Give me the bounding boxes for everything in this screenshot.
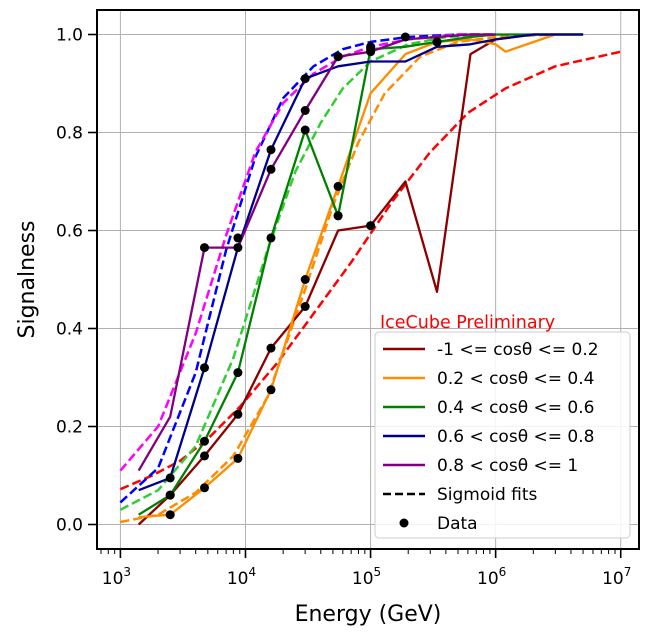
fit-line-3 [119,33,496,511]
y-tick-label: 0.4 [56,320,83,340]
data-point [300,275,310,284]
data-point [165,473,175,483]
fit-line-4 [119,33,496,504]
data-point [266,343,276,353]
plot-frame [96,9,640,550]
legend-label: 0.4 < cosθ <= 0.6 [437,398,594,418]
series-line-1 [137,33,584,526]
data-point [165,490,175,500]
y-tick-label: 0.6 [56,222,83,242]
x-axis-title: Energy (GeV) [295,602,442,627]
data-point [400,32,410,42]
data-point [366,42,376,52]
data-point [432,37,442,47]
legend-label: 0.8 < cosθ <= 1 [437,456,578,476]
data-point [300,74,310,84]
data-point [333,181,343,191]
data-point [200,363,209,373]
data-point [366,221,376,231]
x-tick-label: 105 [352,565,381,589]
series-line-5 [137,33,496,472]
axis-ticks: 0.0 0.2 0.4 0.6 0.8 1.0 103 104 105 106 107 [56,26,631,590]
x-tick-label: 103 [102,565,131,589]
series-line-2 [138,33,584,519]
data-point [266,164,276,174]
legend-label: Data [437,514,478,534]
icecube-preliminary-annotation: IceCube Preliminary [380,313,555,333]
y-tick-label: 0.8 [56,124,83,144]
legend-box [374,331,631,539]
y-tick-label: 0.2 [56,418,83,438]
x-tick-label: 106 [477,565,506,589]
series-lines [137,33,584,526]
data-points [165,32,442,520]
data-point [233,409,243,419]
data-point [300,125,310,135]
data-point [233,453,243,463]
x-tick-label: 107 [602,565,631,589]
series-line-4 [138,33,584,492]
data-point [266,385,276,395]
y-tick-label: 0.0 [56,516,83,536]
fit-line-2 [120,33,556,524]
legend-marker [399,518,409,528]
data-point [266,233,276,243]
data-point [200,436,209,446]
data-point [300,302,310,311]
y-axis-title: Signalness [15,221,40,339]
data-point [266,145,276,155]
legend-label: 0.6 < cosθ <= 0.8 [437,427,594,447]
data-point [333,211,343,221]
data-point [300,106,310,115]
legend-label: Sigmoid fits [437,485,538,505]
data-point [165,510,175,520]
data-point [333,52,343,62]
legend-label: -1 <= cosθ <= 0.2 [437,340,599,360]
legend: -1 <= cosθ <= 0.2 0.2 < cosθ <= 0.4 0.4 < … [374,331,631,539]
data-point [200,451,209,461]
data-point [233,368,243,378]
data-point [233,233,243,243]
data-point [200,243,209,253]
y-tick-label: 1.0 [56,26,83,46]
data-point [233,243,243,253]
data-point [200,483,209,493]
sigmoid-fit-lines [119,33,621,524]
legend-label: 0.2 < cosθ <= 0.4 [437,369,594,389]
x-tick-label: 104 [227,565,256,589]
